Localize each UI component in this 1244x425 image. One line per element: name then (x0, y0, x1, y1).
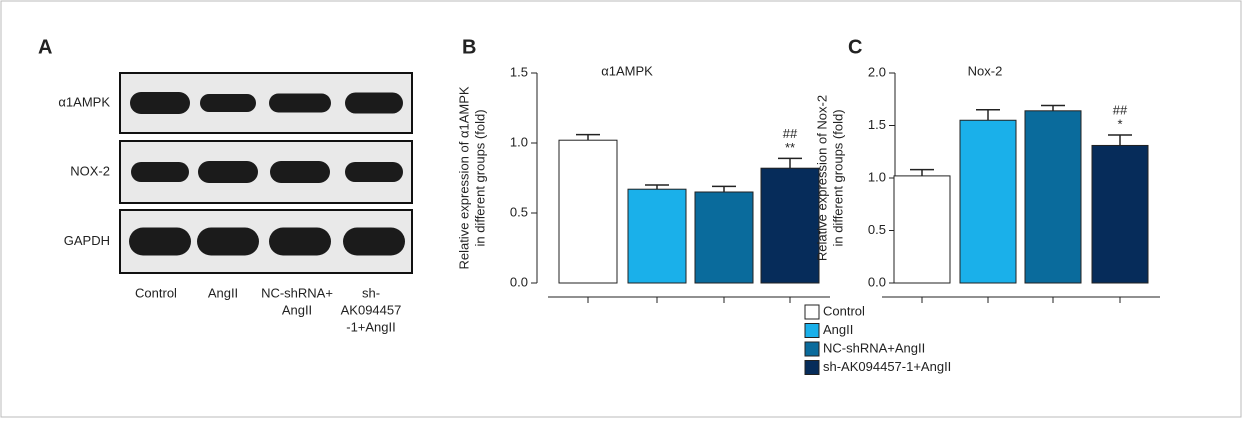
y-tick-label: 0.5 (510, 204, 528, 219)
band (130, 92, 190, 114)
y-axis-label: Relative expression of Nox-2 (814, 95, 829, 261)
legend-label: NC-shRNA+AngII (823, 340, 925, 355)
panel-label: B (462, 36, 476, 58)
panel-label: A (38, 36, 52, 58)
y-tick-label: 1.5 (510, 64, 528, 79)
band (270, 161, 330, 183)
blot-row-label: α1AMPK (58, 94, 110, 109)
lane-label: AK094457 (341, 302, 402, 317)
band (269, 94, 331, 113)
bar (761, 168, 819, 283)
chart-title: α1AMPK (601, 63, 653, 78)
band (200, 94, 256, 112)
legend-swatch (805, 324, 819, 338)
lane-label: NC-shRNA+ (261, 285, 333, 300)
bar (559, 140, 617, 283)
y-tick-label: 0.0 (510, 274, 528, 289)
band (343, 228, 405, 256)
band (345, 93, 403, 114)
band (345, 162, 403, 182)
legend-swatch (805, 305, 819, 319)
band (129, 228, 191, 256)
bar (1092, 145, 1148, 283)
lane-label: sh- (362, 285, 380, 300)
legend-label: AngII (823, 322, 853, 337)
lane-label: AngII (208, 285, 238, 300)
bar (894, 176, 950, 283)
panel-label: C (848, 36, 862, 58)
y-axis-label: in different groups (fold) (472, 109, 487, 246)
significance: ** (785, 140, 795, 155)
legend-swatch (805, 342, 819, 356)
legend-label: Control (823, 303, 865, 318)
bar (628, 189, 686, 283)
y-axis-label: Relative expression of α1AMPK (456, 86, 471, 269)
y-tick-label: 0.5 (868, 222, 886, 237)
lane-label: AngII (282, 302, 312, 317)
legend-label: sh-AK094457-1+AngII (823, 359, 951, 374)
chart-title: Nox-2 (968, 63, 1003, 78)
figure: A B C α1AMPK NOX-2 GAPDH Control AngII NC-shR… (0, 0, 1244, 420)
bar (960, 120, 1016, 283)
y-tick-label: 1.0 (510, 134, 528, 149)
y-tick-label: 2.0 (868, 64, 886, 79)
significance: ## (1113, 102, 1128, 117)
bar (695, 192, 753, 283)
blot-row-label: GAPDH (64, 233, 110, 248)
y-tick-label: 1.0 (868, 169, 886, 184)
significance: * (1117, 116, 1122, 131)
legend-swatch (805, 361, 819, 375)
blot-row-label: NOX-2 (70, 163, 110, 178)
significance: ## (783, 126, 798, 141)
y-tick-label: 0.0 (868, 274, 886, 289)
band (198, 161, 258, 183)
band (131, 162, 189, 182)
lane-label: Control (135, 285, 177, 300)
bar (1025, 111, 1081, 283)
y-axis-label: in different groups (fold) (830, 109, 845, 246)
band (269, 228, 331, 256)
band (197, 228, 259, 256)
lane-label: -1+AngII (346, 319, 396, 334)
y-tick-label: 1.5 (868, 117, 886, 132)
